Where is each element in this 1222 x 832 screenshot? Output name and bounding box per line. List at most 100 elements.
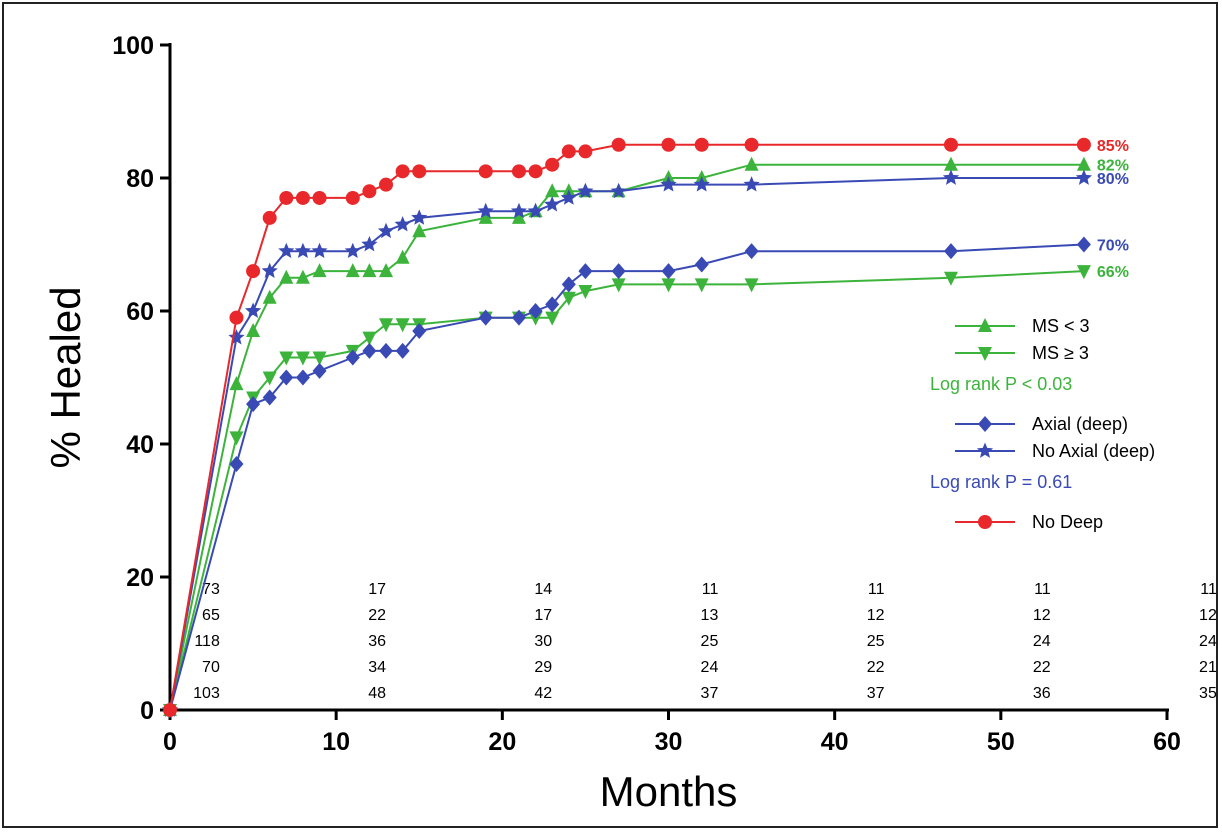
legend: MS < 3 MS ≥ 3 Log rank P < 0.03 Axial (deep… xyxy=(930,316,1155,532)
axes: 0 20 40 60 80 100 0 10 20 30 40 50 60 Months % Healed xyxy=(42,32,1181,815)
risk-count: 17 xyxy=(534,607,552,624)
data-point xyxy=(395,342,410,359)
y-tick-label: 100 xyxy=(112,32,154,60)
data-point xyxy=(261,262,278,278)
data-point xyxy=(545,183,560,198)
data-point xyxy=(660,176,677,192)
data-point xyxy=(744,278,759,293)
data-point xyxy=(478,309,493,326)
series-end-label: 82% xyxy=(1097,158,1129,175)
data-point xyxy=(477,202,494,219)
risk-count: 48 xyxy=(368,685,386,702)
series-end-label: 85% xyxy=(1097,138,1129,155)
data-point xyxy=(694,256,709,273)
data-point xyxy=(694,137,709,152)
series-star: 80% xyxy=(161,169,1129,717)
data-point xyxy=(262,289,277,304)
risk-count: 36 xyxy=(1033,685,1051,702)
risk-count: 70 xyxy=(202,659,220,676)
data-point xyxy=(262,371,277,386)
data-point xyxy=(611,137,626,152)
series-circle: 85% xyxy=(163,137,1129,717)
legend-marker xyxy=(978,416,992,432)
series-end-label: 70% xyxy=(1097,238,1129,255)
legend-marker xyxy=(978,347,992,361)
risk-count: 37 xyxy=(701,685,719,702)
data-point xyxy=(279,369,294,386)
legend-label: No Deep xyxy=(1032,512,1103,532)
risk-count: 14 xyxy=(534,581,552,598)
data-point xyxy=(743,176,760,192)
data-point xyxy=(511,309,526,326)
data-point xyxy=(693,176,710,192)
series-end-label: 66% xyxy=(1097,264,1129,281)
logrank-label: Log rank P < 0.03 xyxy=(930,374,1072,394)
risk-count: 11 xyxy=(702,581,719,598)
y-tick-label: 60 xyxy=(126,298,154,326)
series-end-label: 80% xyxy=(1097,171,1129,188)
x-tick-label: 50 xyxy=(987,728,1015,756)
data-point xyxy=(311,242,328,258)
risk-count: 34 xyxy=(368,659,386,676)
data-point xyxy=(528,303,543,319)
legend-item: No Deep xyxy=(955,512,1103,532)
legend-marker xyxy=(978,515,992,529)
data-point xyxy=(943,156,958,171)
series-line xyxy=(169,163,1084,711)
data-point xyxy=(312,362,327,379)
risk-count: 30 xyxy=(534,633,552,650)
risk-count: 36 xyxy=(368,633,386,650)
data-point xyxy=(661,263,676,280)
data-point xyxy=(312,263,327,278)
legend-item: No Axial (deep) xyxy=(955,441,1155,461)
data-point xyxy=(362,263,377,278)
risk-count: 12 xyxy=(867,607,885,624)
numbers-at-risk-table: 73 17 14 11 11 11 11 65 22 17 13 12 12 12 118 36 30 25 25 2… xyxy=(193,581,1217,702)
data-point xyxy=(744,137,759,152)
data-point xyxy=(379,342,394,359)
data-point xyxy=(295,351,310,366)
data-point xyxy=(478,209,493,224)
risk-count: 65 xyxy=(202,607,220,624)
data-point xyxy=(1076,137,1091,152)
data-point xyxy=(246,322,261,337)
data-point xyxy=(229,431,244,446)
legend-item: MS ≥ 3 xyxy=(955,343,1089,363)
data-point xyxy=(560,189,577,205)
data-point xyxy=(379,318,394,333)
data-point xyxy=(545,311,560,326)
legend-label: MS < 3 xyxy=(1032,316,1090,336)
data-point xyxy=(943,137,958,152)
y-axis-title: % Healed xyxy=(42,286,89,468)
data-point xyxy=(379,177,394,192)
series-line xyxy=(169,143,1084,711)
data-point xyxy=(362,342,377,359)
data-point xyxy=(345,190,360,205)
risk-count: 118 xyxy=(194,633,220,650)
data-point xyxy=(312,190,327,205)
data-point xyxy=(943,243,958,260)
data-point xyxy=(511,209,526,224)
x-tick-label: 40 xyxy=(821,728,849,756)
data-point xyxy=(379,263,394,278)
data-point xyxy=(561,291,576,306)
data-point xyxy=(246,264,261,279)
series-layer: 82% 66% 70% 80% 85% xyxy=(161,137,1129,718)
data-point xyxy=(246,396,261,413)
data-point xyxy=(262,389,277,406)
risk-count: 17 xyxy=(368,581,386,598)
data-point xyxy=(279,351,294,366)
data-point xyxy=(295,369,310,386)
risk-count: 42 xyxy=(534,685,552,702)
data-point xyxy=(661,137,676,152)
x-tick-label: 10 xyxy=(322,728,350,756)
data-point xyxy=(561,276,576,293)
data-point xyxy=(578,263,593,280)
data-point xyxy=(412,322,427,339)
data-point xyxy=(1076,236,1091,253)
risk-count: 13 xyxy=(701,607,719,624)
risk-count: 11 xyxy=(868,581,885,598)
series-triangle-up: 82% xyxy=(163,156,1129,716)
